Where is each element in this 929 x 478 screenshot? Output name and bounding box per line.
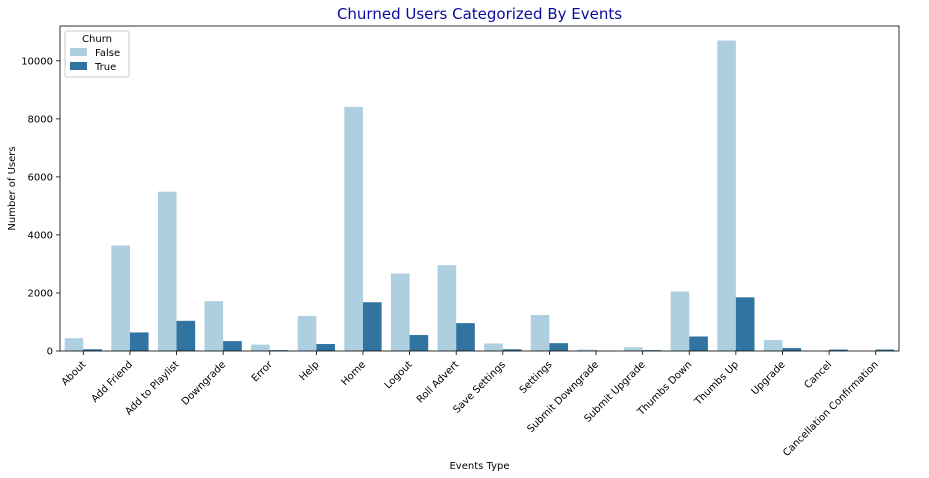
plot-frame [59,25,900,352]
y-tick-label: 0 [47,347,53,358]
legend-title: Churn [82,34,112,45]
bar-false-add-friend [111,245,130,352]
bar-false-error [251,344,270,351]
bar-false-downgrade [204,301,224,351]
y-tick-label: 6000 [28,172,53,183]
bar-true-submit-upgrade [642,350,662,351]
bars-layer [64,40,895,352]
x-tick-label: Settings [518,359,555,396]
x-tick-label: About [60,359,89,388]
bar-false-upgrade [763,339,783,351]
y-tick-label: 8000 [28,114,53,125]
bar-true-error [269,350,289,351]
x-tick-label: Error [250,359,276,385]
legend: Churn False True [64,30,130,78]
x-tick-label: Upgrade [750,359,788,397]
bar-true-save-settings [502,349,522,351]
legend-swatch-true [70,62,87,70]
chart-title: Churned Users Categorized By Events [337,5,622,23]
legend-label-true: True [94,62,116,73]
x-tick-label: Help [298,359,322,383]
bar-true-help [316,344,335,351]
bar-true-thumbs-up [735,297,755,351]
bar-true-downgrade [223,341,242,351]
bar-true-add-to-playlist [176,320,196,351]
bar-false-save-settings [484,343,503,351]
bar-true-settings [549,343,569,351]
y-tick-label: 10000 [21,56,53,67]
x-tick-label: Thumbs Up [692,359,741,408]
bar-false-add-to-playlist [157,191,177,351]
y-tick-label: 4000 [28,230,53,241]
axes-layer [59,25,900,352]
x-tick-label: Add Friend [90,359,135,404]
x-tick-label: Cancel [802,359,834,391]
legend-swatch-false [70,48,87,56]
bar-false-thumbs-down [670,291,690,351]
y-tick-label: 2000 [28,288,53,299]
bar-true-cancellation-confirmation [875,349,895,351]
bar-true-cancel [829,349,848,351]
bar-false-submit-downgrade [577,349,597,351]
x-tick-label: Cancellation Confirmation [781,359,881,459]
bar-false-settings [530,315,550,351]
legend-label-false: False [95,48,120,59]
x-tick-label: Roll Advert [415,359,461,405]
bar-false-logout [390,273,410,351]
bar-false-about [64,338,84,351]
y-axis-title: Number of Users [7,146,18,230]
bar-false-thumbs-up [717,40,736,351]
bar-true-add-friend [129,332,149,351]
x-tick-label: Home [339,359,368,388]
bar-true-home [362,302,382,351]
x-axis-title: Events Type [449,461,509,472]
bar-true-upgrade [782,348,802,351]
x-tick-label: Logout [383,359,415,391]
legend-items: False True [70,48,120,73]
bar-true-about [83,349,102,351]
bar-true-roll-advert [456,323,475,351]
bar-true-logout [409,335,429,351]
bar-false-help [297,315,317,351]
x-tick-label: Downgrade [180,359,228,407]
bar-false-home [344,106,363,352]
bar-false-roll-advert [437,265,457,351]
bar-false-submit-upgrade [623,347,643,351]
bar-true-thumbs-down [689,336,708,351]
